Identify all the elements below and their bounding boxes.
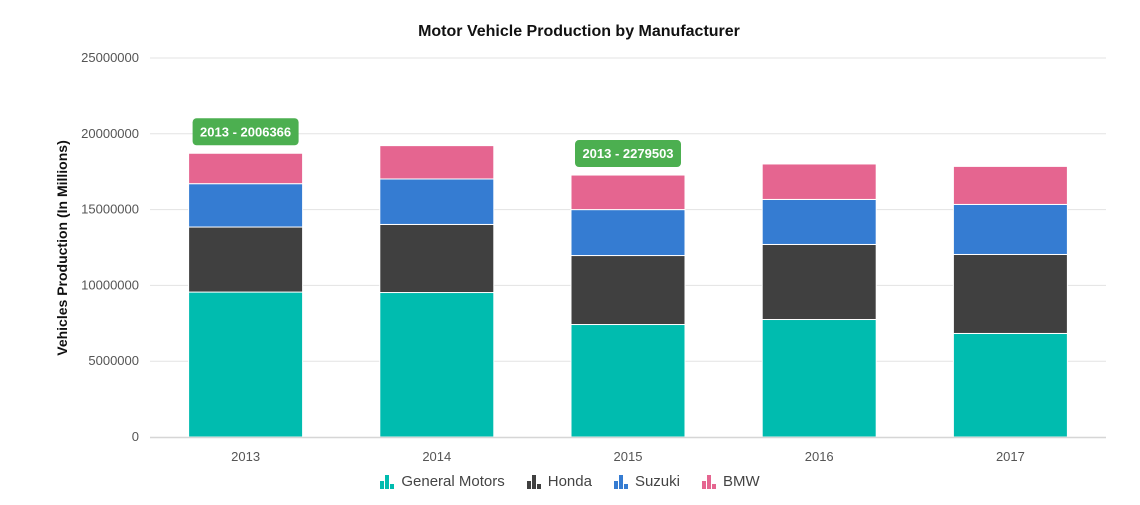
legend: General Motors Honda Suzuki BMW: [0, 473, 1140, 490]
x-tick-label: 2016: [805, 449, 834, 464]
tooltip-text: 2013 - 2006366: [200, 124, 291, 139]
bars: [188, 145, 1068, 438]
legend-label: General Motors: [401, 473, 505, 490]
tooltip-background: [192, 118, 299, 146]
bar-chart-icon: [526, 474, 542, 489]
legend-label: Honda: [547, 473, 592, 490]
y-tick-label: 20000000: [81, 126, 139, 141]
legend-label: Suzuki: [634, 473, 680, 490]
bar-honda-2016[interactable]: [761, 243, 877, 321]
legend-item-suzuki[interactable]: Suzuki: [613, 473, 680, 490]
bar-bmw-2015[interactable]: [570, 174, 686, 211]
x-tick-label: 2017: [996, 449, 1025, 464]
bar-suzuki-2015[interactable]: [570, 209, 686, 257]
bar-suzuki-2014[interactable]: [379, 178, 495, 225]
bar-bmw-2013[interactable]: [188, 152, 304, 185]
legend-item-bmw[interactable]: BMW: [701, 473, 760, 490]
bar-bmw-2017[interactable]: [952, 165, 1068, 205]
bar-general-motors-2016[interactable]: [761, 319, 877, 438]
y-tick-label: 25000000: [81, 50, 139, 65]
bar-chart-icon: [613, 474, 629, 489]
x-tick-label: 2015: [614, 449, 643, 464]
bar-chart-icon: [701, 474, 717, 489]
tooltips: 2013 - 2006366 2013 - 2279503: [192, 118, 681, 168]
bar-general-motors-2014[interactable]: [379, 292, 495, 438]
y-axis-label: Vehicles Production (In Millions): [54, 140, 70, 355]
x-axis-ticks: 2013 2014 2015 2016 2017: [231, 449, 1025, 464]
bar-suzuki-2016[interactable]: [761, 198, 877, 245]
bar-bmw-2014[interactable]: [379, 145, 495, 180]
x-tick-label: 2013: [231, 449, 260, 464]
bar-chart-icon: [380, 474, 395, 489]
bar-general-motors-2015[interactable]: [570, 324, 686, 438]
tooltip: 2013 - 2006366: [192, 118, 299, 146]
bar-general-motors-2013[interactable]: [188, 291, 304, 438]
tooltip-background: [575, 140, 681, 168]
y-tick-label: 5000000: [88, 353, 139, 368]
bar-honda-2014[interactable]: [379, 223, 495, 294]
legend-item-general-motors[interactable]: General Motors: [380, 473, 505, 490]
y-axis-ticks: 0 5000000 10000000 15000000 20000000 25000000: [81, 50, 139, 444]
y-tick-label: 0: [132, 429, 139, 444]
bar-honda-2015[interactable]: [570, 255, 686, 326]
legend-label: BMW: [722, 473, 760, 490]
bar-honda-2013[interactable]: [188, 226, 304, 293]
y-tick-label: 15000000: [81, 202, 139, 217]
bar-suzuki-2013[interactable]: [188, 183, 304, 228]
stacked-bar-chart: Motor Vehicle Production by Manufacturer…: [54, 23, 1106, 464]
legend-item-honda[interactable]: Honda: [526, 473, 592, 490]
tooltip: 2013 - 2279503: [575, 140, 681, 168]
tooltip-text: 2013 - 2279503: [582, 146, 673, 161]
bar-suzuki-2017[interactable]: [952, 203, 1068, 255]
bar-general-motors-2017[interactable]: [952, 332, 1068, 438]
x-tick-label: 2014: [422, 449, 451, 464]
bar-honda-2017[interactable]: [952, 253, 1068, 334]
bar-bmw-2016[interactable]: [761, 163, 877, 200]
chart-title: Motor Vehicle Production by Manufacturer: [418, 23, 740, 40]
y-tick-label: 10000000: [81, 277, 139, 292]
